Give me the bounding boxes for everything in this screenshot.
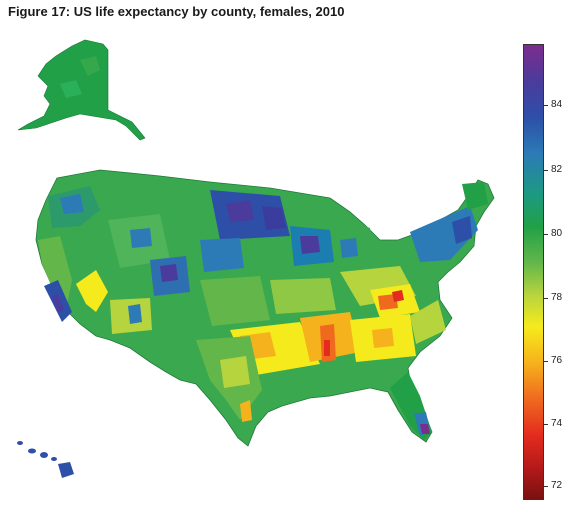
legend-tick-label: 82: [551, 164, 563, 175]
legend-tick: [543, 361, 548, 362]
hawaii-region: [17, 441, 74, 478]
legend-tick: [543, 234, 548, 235]
legend-tick-label: 78: [551, 292, 563, 303]
legend-tick: [543, 105, 548, 106]
county-patches: [38, 182, 488, 440]
choropleth-map: [17, 39, 495, 478]
legend-tick: [543, 170, 548, 171]
legend-tick-label: 72: [551, 480, 563, 491]
legend-color-bar: [523, 44, 544, 500]
legend-tick: [543, 486, 548, 487]
legend-tick-label: 74: [551, 418, 563, 429]
alaska-region: [17, 39, 146, 141]
legend-tick-label: 76: [551, 355, 563, 366]
legend-tick: [543, 424, 548, 425]
legend-tick-label: 80: [551, 228, 563, 239]
legend-tick-label: 84: [551, 99, 563, 110]
figure-title: Figure 17: US life expectancy by county,…: [8, 4, 345, 19]
legend-tick: [543, 298, 548, 299]
